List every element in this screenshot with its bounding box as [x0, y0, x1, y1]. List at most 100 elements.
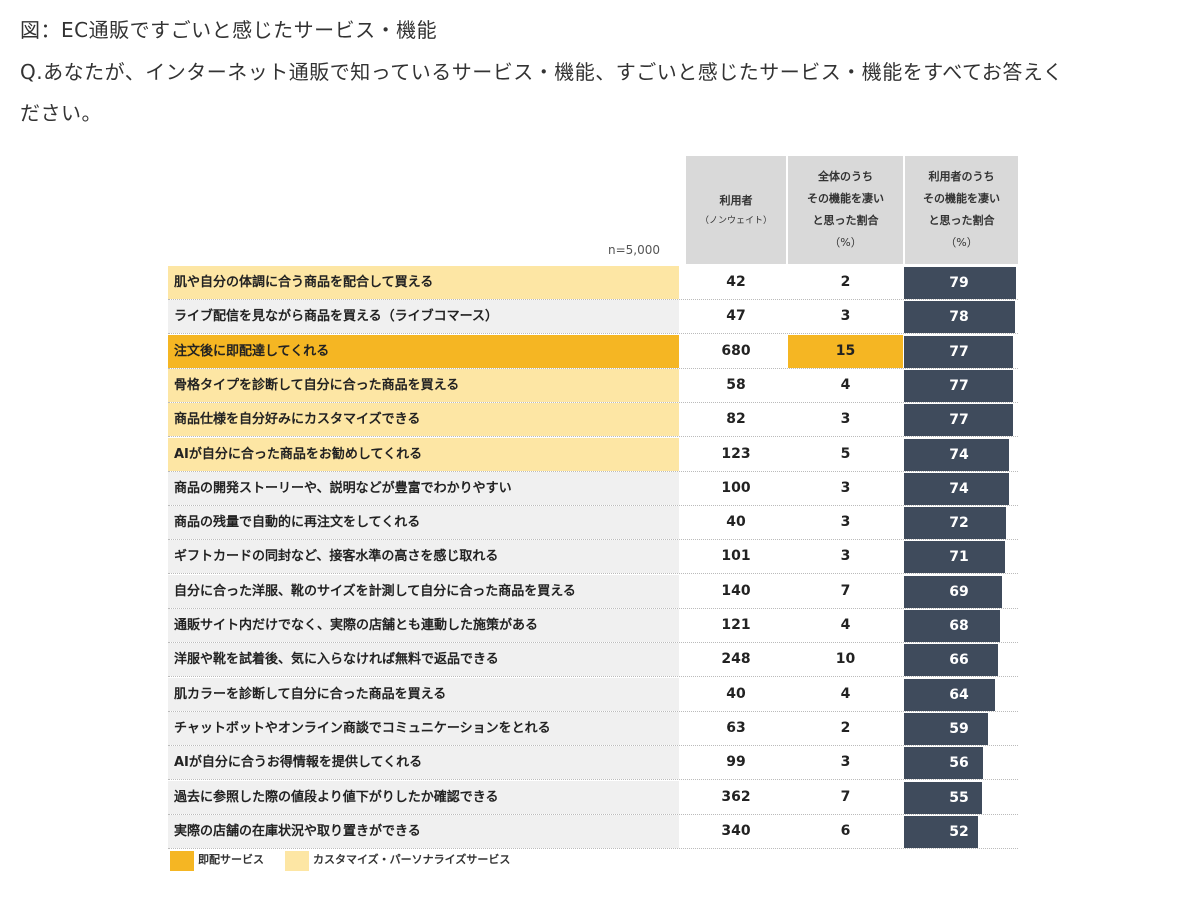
row-users-pct-label: 72 [949, 515, 969, 532]
table-row: 商品の残量で自動的に再注文をしてくれる 40 3 72 [168, 506, 1018, 541]
header-users-sub: （ノンウェイト） [699, 216, 772, 226]
table-row: 過去に参照した際の値段より値下がりしたか確認できる 362 7 55 [168, 780, 1018, 815]
row-label: AIが自分に合った商品をお勧めしてくれる [168, 437, 679, 471]
row-users-pct-label: 74 [949, 446, 969, 463]
row-users-pct-label: 77 [949, 412, 969, 429]
table-row: チャットボットやオンライン商談でコミュニケーションをとれる 63 2 59 [168, 711, 1018, 746]
row-users-value: 123 [721, 445, 751, 462]
row-users-value: 58 [726, 376, 746, 393]
row-label: AIが自分に合うお得情報を提供してくれる [168, 746, 679, 780]
row-users-pct-label: 71 [949, 549, 969, 566]
row-divider [168, 401, 1018, 403]
row-users-pct-bar: 68 [904, 610, 1001, 642]
row-users-pct-label: 77 [949, 343, 969, 360]
row-users-pct-label: 56 [949, 755, 969, 772]
row-users-value: 100 [721, 479, 751, 496]
row-users-pct-bar: 66 [904, 644, 998, 677]
row-label: 骨格タイプを診断して自分に合った商品を買える [168, 368, 679, 402]
row-divider [168, 539, 1018, 541]
row-users-pct-bar: 77 [904, 404, 1014, 437]
row-label: 注文後に即配達してくれる [168, 334, 679, 368]
row-users-pct-label: 52 [949, 823, 969, 840]
row-all-pct-value: 3 [840, 754, 851, 771]
table-row: AIが自分に合った商品をお勧めしてくれる 123 5 74 [168, 437, 1018, 472]
legend-instant-swatch [170, 851, 194, 871]
row-users-value: 121 [721, 617, 751, 633]
row-divider [168, 607, 1018, 609]
row-all-pct-value: 3 [840, 411, 851, 428]
row-label: 商品仕様を自分好みにカスタマイズできる [168, 403, 679, 437]
row-label: 商品の残量で自動的に再注文をしてくれる [168, 506, 679, 540]
table-row: ギフトカードの同封など、接客水準の高さを感じ取れる 101 3 71 [168, 540, 1018, 575]
row-divider [168, 813, 1018, 815]
legend-custom-label: カスタマイズ・パーソナライズサービス [313, 853, 511, 866]
header-all-line3: と思った割合 [812, 214, 879, 227]
row-users-value: 82 [726, 411, 746, 428]
row-users-pct-bar: 69 [904, 575, 1002, 608]
header-users: 利用者 （ノンウェイト） [686, 156, 786, 264]
row-users-pct-label: 68 [949, 618, 969, 634]
row-users-value: 362 [721, 788, 751, 805]
header-users-title: 利用者 [719, 194, 753, 207]
table-row: 実際の店舗の在庫状況や取り置きができる 340 6 52 [168, 814, 1018, 849]
row-users-pct-bar: 64 [904, 678, 995, 711]
row-users-pct-label: 78 [949, 309, 969, 326]
row-label: ライブ配信を見ながら商品を買える（ライブコマース） [168, 300, 679, 334]
row-divider [168, 367, 1018, 369]
row-all-pct-value: 2 [840, 719, 851, 736]
row-users-value: 40 [726, 685, 746, 702]
table-row: 肌カラーを診断して自分に合った商品を買える 40 4 64 [168, 677, 1018, 712]
row-divider [168, 779, 1018, 781]
row-divider [168, 642, 1018, 643]
row-users-pct-label: 79 [949, 275, 969, 291]
row-users-value: 248 [721, 651, 751, 668]
legend-custom-swatch [285, 851, 309, 871]
table-row: ライブ配信を見ながら商品を買える（ライブコマース） 47 3 78 [168, 300, 1018, 335]
row-users-pct-label: 66 [949, 652, 969, 669]
row-users-pct-bar: 77 [904, 369, 1014, 402]
header-all-line1: 全体のうち [818, 170, 873, 183]
row-divider [168, 573, 1018, 575]
row-users-pct-bar: 77 [904, 335, 1014, 368]
row-divider [168, 744, 1018, 746]
row-divider [168, 676, 1018, 678]
row-users-value: 63 [726, 719, 746, 736]
row-all-pct-value: 2 [840, 274, 851, 290]
row-divider [168, 470, 1018, 472]
row-all-pct-value: 10 [835, 651, 856, 668]
figure-title: 図：EC通販ですごいと感じたサービス・機能 [20, 18, 438, 42]
row-all-pct-value: 3 [840, 514, 851, 531]
row-label: ギフトカードの同封など、接客水準の高さを感じ取れる [168, 540, 679, 574]
table-row: 商品仕様を自分好みにカスタマイズできる 82 3 77 [168, 403, 1018, 438]
table-row: AIが自分に合うお得情報を提供してくれる 99 3 56 [168, 746, 1018, 781]
row-divider [168, 847, 1018, 849]
row-label: 洋服や靴を試着後、気に入らなければ無料で返品できる [168, 643, 679, 677]
table-row: 通販サイト内だけでなく、実際の店舗とも連動した施策がある 121 4 68 [168, 609, 1018, 643]
question-text-line-2: ださい。 [20, 101, 102, 125]
row-users-pct-label: 74 [949, 480, 969, 497]
row-users-pct-label: 55 [949, 789, 969, 806]
row-users-pct-bar: 74 [904, 438, 1009, 471]
row-label: 商品の開発ストーリーや、説明などが豊富でわかりやすい [168, 471, 679, 505]
row-users-pct-label: 64 [949, 686, 969, 703]
row-users-value: 47 [726, 308, 746, 325]
table-row: 骨格タイプを診断して自分に合った商品を買える 58 4 77 [168, 368, 1018, 403]
row-all-pct-value: 3 [840, 479, 851, 496]
row-all-pct-value: 4 [840, 376, 851, 393]
sample-size-label: n=5,000 [607, 243, 660, 257]
row-users-value: 101 [721, 548, 751, 565]
row-users-pct-bar: 79 [904, 267, 1016, 299]
header-userspct-line3: と思った割合 [928, 214, 995, 227]
header-userspct-line1: 利用者のうち [928, 170, 995, 183]
question-text-line-1: Q.あなたが、インターネット通販で知っているサービス・機能、すごいと感じたサービ… [20, 60, 1064, 84]
header-userspct-line2: その機能を凄い [923, 192, 1000, 205]
table-row: 注文後に即配達してくれる 680 15 77 [168, 334, 1018, 369]
row-label: 肌や自分の体調に合う商品を配合して買える [168, 266, 679, 299]
row-divider [168, 333, 1018, 335]
row-all-pct-value: 5 [840, 445, 851, 462]
header-all-line2: その機能を凄い [807, 192, 884, 205]
row-all-pct-value: 3 [840, 548, 851, 565]
row-all-pct-value: 6 [840, 822, 851, 839]
row-users-value: 140 [721, 582, 751, 599]
